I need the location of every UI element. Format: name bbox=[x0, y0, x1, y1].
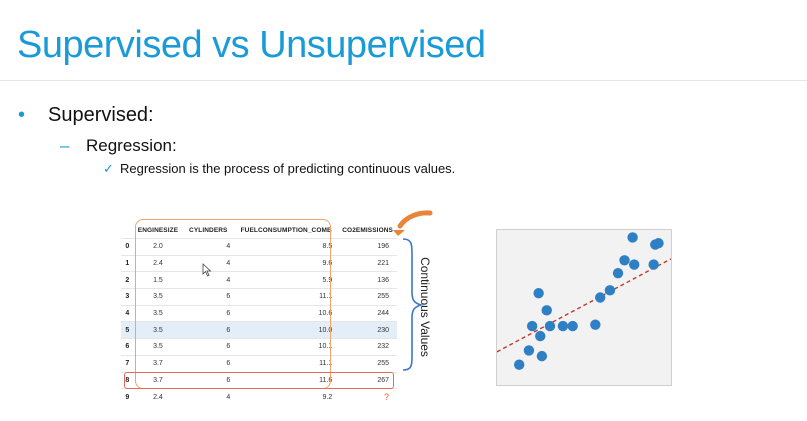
curved-arrow-icon bbox=[393, 213, 430, 236]
right-brace-icon bbox=[403, 239, 421, 370]
mouse-pointer-icon bbox=[203, 264, 211, 276]
